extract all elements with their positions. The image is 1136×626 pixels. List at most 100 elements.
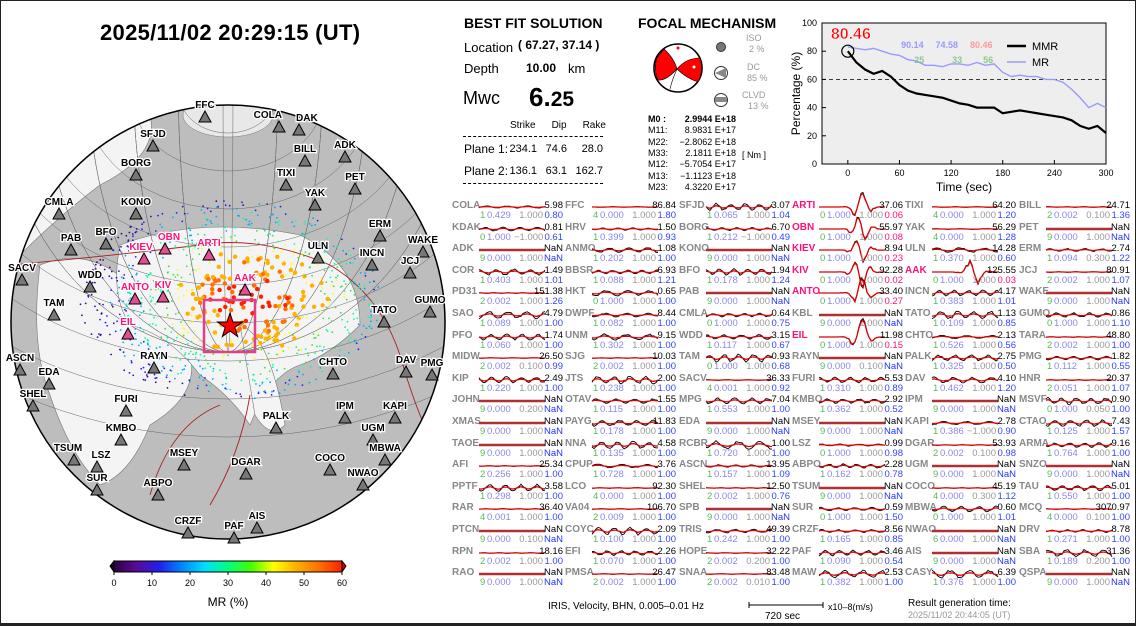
station-label: SUR	[86, 473, 108, 484]
mr-sample-point	[99, 258, 102, 261]
station-marker-icon[interactable]	[403, 265, 417, 279]
station-marker-icon[interactable]	[99, 236, 113, 250]
station-marker-icon[interactable]	[158, 241, 172, 255]
station-marker-icon[interactable]	[64, 242, 78, 256]
mr-sample-point	[79, 303, 82, 306]
mr-sample-point	[331, 284, 334, 287]
colorbar-tick-label: 50	[299, 578, 309, 588]
station-marker-icon[interactable]	[250, 520, 264, 534]
station-mr: 0.98	[997, 447, 1017, 459]
synthetic-trace	[931, 507, 999, 512]
station-marker-icon[interactable]	[15, 272, 29, 286]
station-marker-icon[interactable]	[239, 466, 253, 480]
mr-sample-point	[264, 366, 266, 369]
station-marker-icon[interactable]	[272, 119, 286, 133]
station-mr: NaN	[543, 534, 563, 545]
station-marker-icon[interactable]	[47, 307, 61, 321]
station-marker-icon[interactable]	[67, 452, 81, 466]
station-marker-icon[interactable]	[292, 122, 306, 136]
station-flag: 9	[707, 512, 713, 524]
mr-sample-point	[291, 221, 294, 223]
station-param: 1.000	[632, 274, 656, 286]
station-marker-icon[interactable]	[181, 525, 195, 539]
station-marker-icon[interactable]	[348, 181, 362, 195]
station-marker-icon[interactable]	[128, 291, 142, 305]
station-marker-icon[interactable]	[42, 376, 56, 390]
mr-sample-point	[215, 215, 218, 218]
station-marker-icon[interactable]	[298, 153, 312, 167]
station-marker-icon[interactable]	[121, 326, 135, 340]
synthetic-trace	[706, 335, 773, 339]
station-marker-icon[interactable]	[52, 206, 66, 220]
mr-sample-point	[181, 368, 184, 371]
station-marker-icon[interactable]	[227, 530, 241, 544]
station-marker-icon[interactable]	[373, 228, 387, 242]
station-marker-icon[interactable]	[425, 367, 439, 381]
plate-boundary	[149, 394, 251, 506]
station-marker-icon[interactable]	[399, 364, 413, 378]
mr-sample-point	[242, 324, 247, 330]
station-marker-icon[interactable]	[311, 250, 325, 264]
station-marker-icon[interactable]	[198, 109, 212, 123]
station-marker-icon[interactable]	[238, 282, 252, 296]
colorbar-tick-label: 20	[185, 578, 195, 588]
station-marker-icon[interactable]	[13, 362, 27, 376]
station-marker-icon[interactable]	[378, 452, 392, 466]
station-marker-icon[interactable]	[388, 410, 402, 424]
station-marker-icon[interactable]	[365, 257, 379, 271]
station-marker-icon[interactable]	[90, 482, 104, 496]
station-marker-icon[interactable]	[338, 149, 352, 163]
station-marker-icon[interactable]	[90, 459, 104, 473]
station-mr: 0.78	[884, 469, 904, 481]
mr-sample-point	[149, 308, 152, 311]
station-marker-icon[interactable]	[326, 366, 340, 380]
station-name: PFO	[452, 329, 473, 341]
station-label: FURI	[114, 394, 138, 405]
mr-sample-point	[370, 316, 372, 319]
station-marker-icon[interactable]	[129, 206, 143, 220]
station-label: MBWA	[369, 443, 401, 454]
station-marker-icon[interactable]	[26, 398, 40, 412]
station-marker-icon[interactable]	[202, 247, 216, 261]
station-name: MPG	[679, 394, 702, 406]
station-marker-icon[interactable]	[323, 462, 337, 476]
mr-sample-point	[139, 327, 142, 329]
mr-sample-point	[341, 318, 343, 321]
station-marker-icon[interactable]	[156, 289, 170, 303]
mr-sample-point	[268, 216, 271, 218]
mr-sample-point	[210, 282, 215, 287]
station-marker-icon[interactable]	[137, 251, 151, 265]
mr-sample-point	[198, 376, 201, 379]
mr-sample-point	[275, 353, 278, 356]
station-marker-icon[interactable]	[147, 360, 161, 374]
station-marker-icon[interactable]	[129, 167, 143, 181]
mr-sample-point	[323, 292, 326, 295]
station-marker-icon[interactable]	[377, 314, 391, 328]
station-marker-icon[interactable]	[338, 410, 352, 424]
station-marker-icon[interactable]	[83, 279, 97, 293]
station-trace-cell: HRV 1.50 1 0.399 1.000 0.93	[563, 222, 676, 243]
mr-sample-point	[150, 215, 152, 218]
station-marker-icon[interactable]	[308, 197, 322, 211]
station-name: TIXI	[905, 200, 924, 211]
station-marker-icon[interactable]	[366, 432, 380, 446]
mr-sample-point	[170, 370, 173, 372]
station-marker-icon[interactable]	[269, 420, 283, 434]
station-marker-icon[interactable]	[151, 487, 165, 501]
station-marker-icon[interactable]	[279, 177, 293, 191]
station-marker-icon[interactable]	[114, 432, 128, 446]
mr-sample-point	[352, 247, 355, 250]
station-name: RCBR	[679, 437, 708, 449]
station-trace-cell: SFJD 3.07 1 0.065 1.000 1.04	[677, 200, 790, 221]
station-marker-icon[interactable]	[356, 477, 370, 491]
station-mr: 0.54	[884, 555, 904, 567]
station-marker-icon[interactable]	[416, 244, 430, 258]
station-marker-icon[interactable]	[177, 457, 191, 471]
station-name: CRZF	[792, 524, 819, 535]
station-marker-icon[interactable]	[119, 403, 133, 417]
station-marker-icon[interactable]	[423, 304, 437, 318]
station-marker-icon[interactable]	[146, 138, 160, 152]
mr-sample-point	[190, 263, 193, 265]
station-value: 13.95	[766, 459, 790, 471]
